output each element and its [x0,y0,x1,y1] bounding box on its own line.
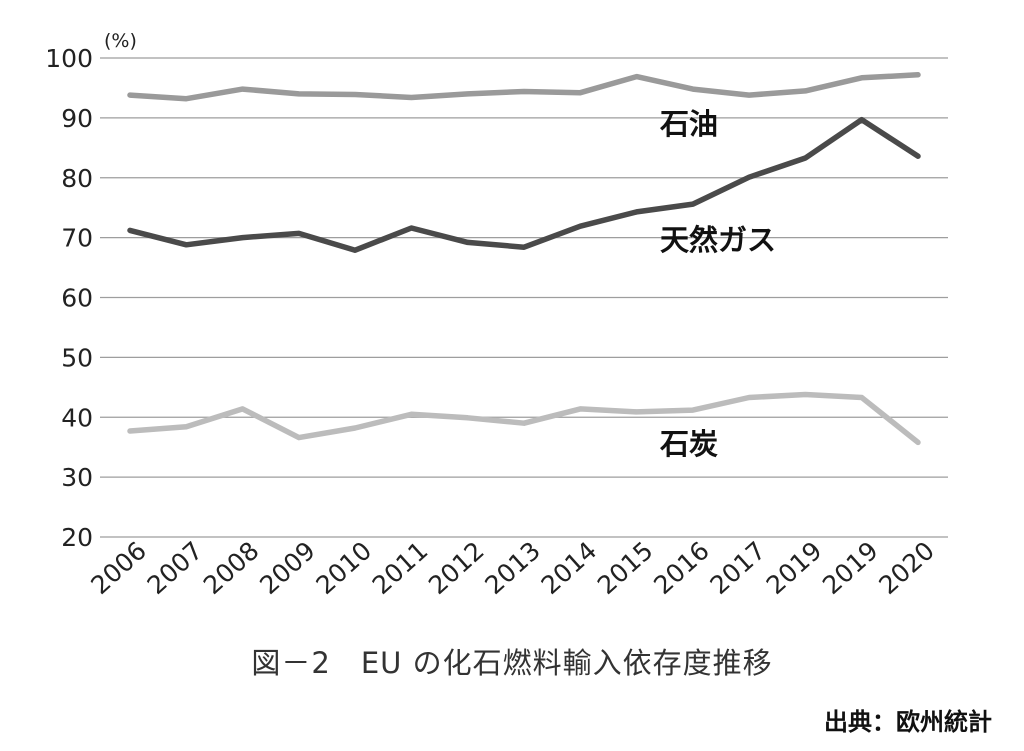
y-axis-unit: (%) [104,30,137,52]
x-tick-label: 2007 [142,536,209,600]
y-tick-label: 60 [61,284,93,313]
x-tick-label: 2010 [310,536,377,600]
series-label-1: 天然ガス [660,223,776,257]
series-line-2 [127,391,921,446]
series-label-2: 石炭 [659,427,718,461]
y-tick-label: 70 [61,224,93,253]
grid-lines [100,57,948,538]
figure-caption: 図－2 EU の化石燃料輸入依存度推移 [251,646,773,680]
x-tick-label: 2019 [817,536,884,600]
series-line-0 [127,72,921,102]
y-tick-label: 90 [61,104,93,133]
x-tick-label: 2009 [254,536,321,600]
series-line-1 [127,116,921,253]
y-tick-label: 40 [61,403,93,432]
y-tick-label: 50 [61,343,93,372]
x-tick-label: 2019 [761,536,828,600]
x-tick-label: 2014 [536,536,603,600]
x-tick-label: 2017 [704,536,771,600]
series-lines [127,72,921,446]
series-label-0: 石油 [659,107,718,141]
x-axis-ticks: 2006200720082009201020112012201320142015… [85,536,940,600]
x-tick-label: 2013 [479,536,546,600]
x-tick-label: 2020 [873,536,940,600]
y-tick-label: 100 [45,44,93,73]
x-tick-label: 2016 [648,536,715,600]
source-note: 出典：欧州統計 [824,708,992,736]
y-tick-label: 20 [61,523,93,552]
y-tick-label: 30 [61,463,93,492]
x-tick-label: 2012 [423,536,490,600]
x-tick-label: 2008 [198,536,265,600]
y-tick-label: 80 [61,164,93,193]
y-axis-ticks: 20 30 40 50 60 70 80 90 100 [45,44,93,552]
x-tick-label: 2011 [367,536,434,600]
x-tick-label: 2006 [85,536,152,600]
x-tick-label: 2015 [592,536,659,600]
